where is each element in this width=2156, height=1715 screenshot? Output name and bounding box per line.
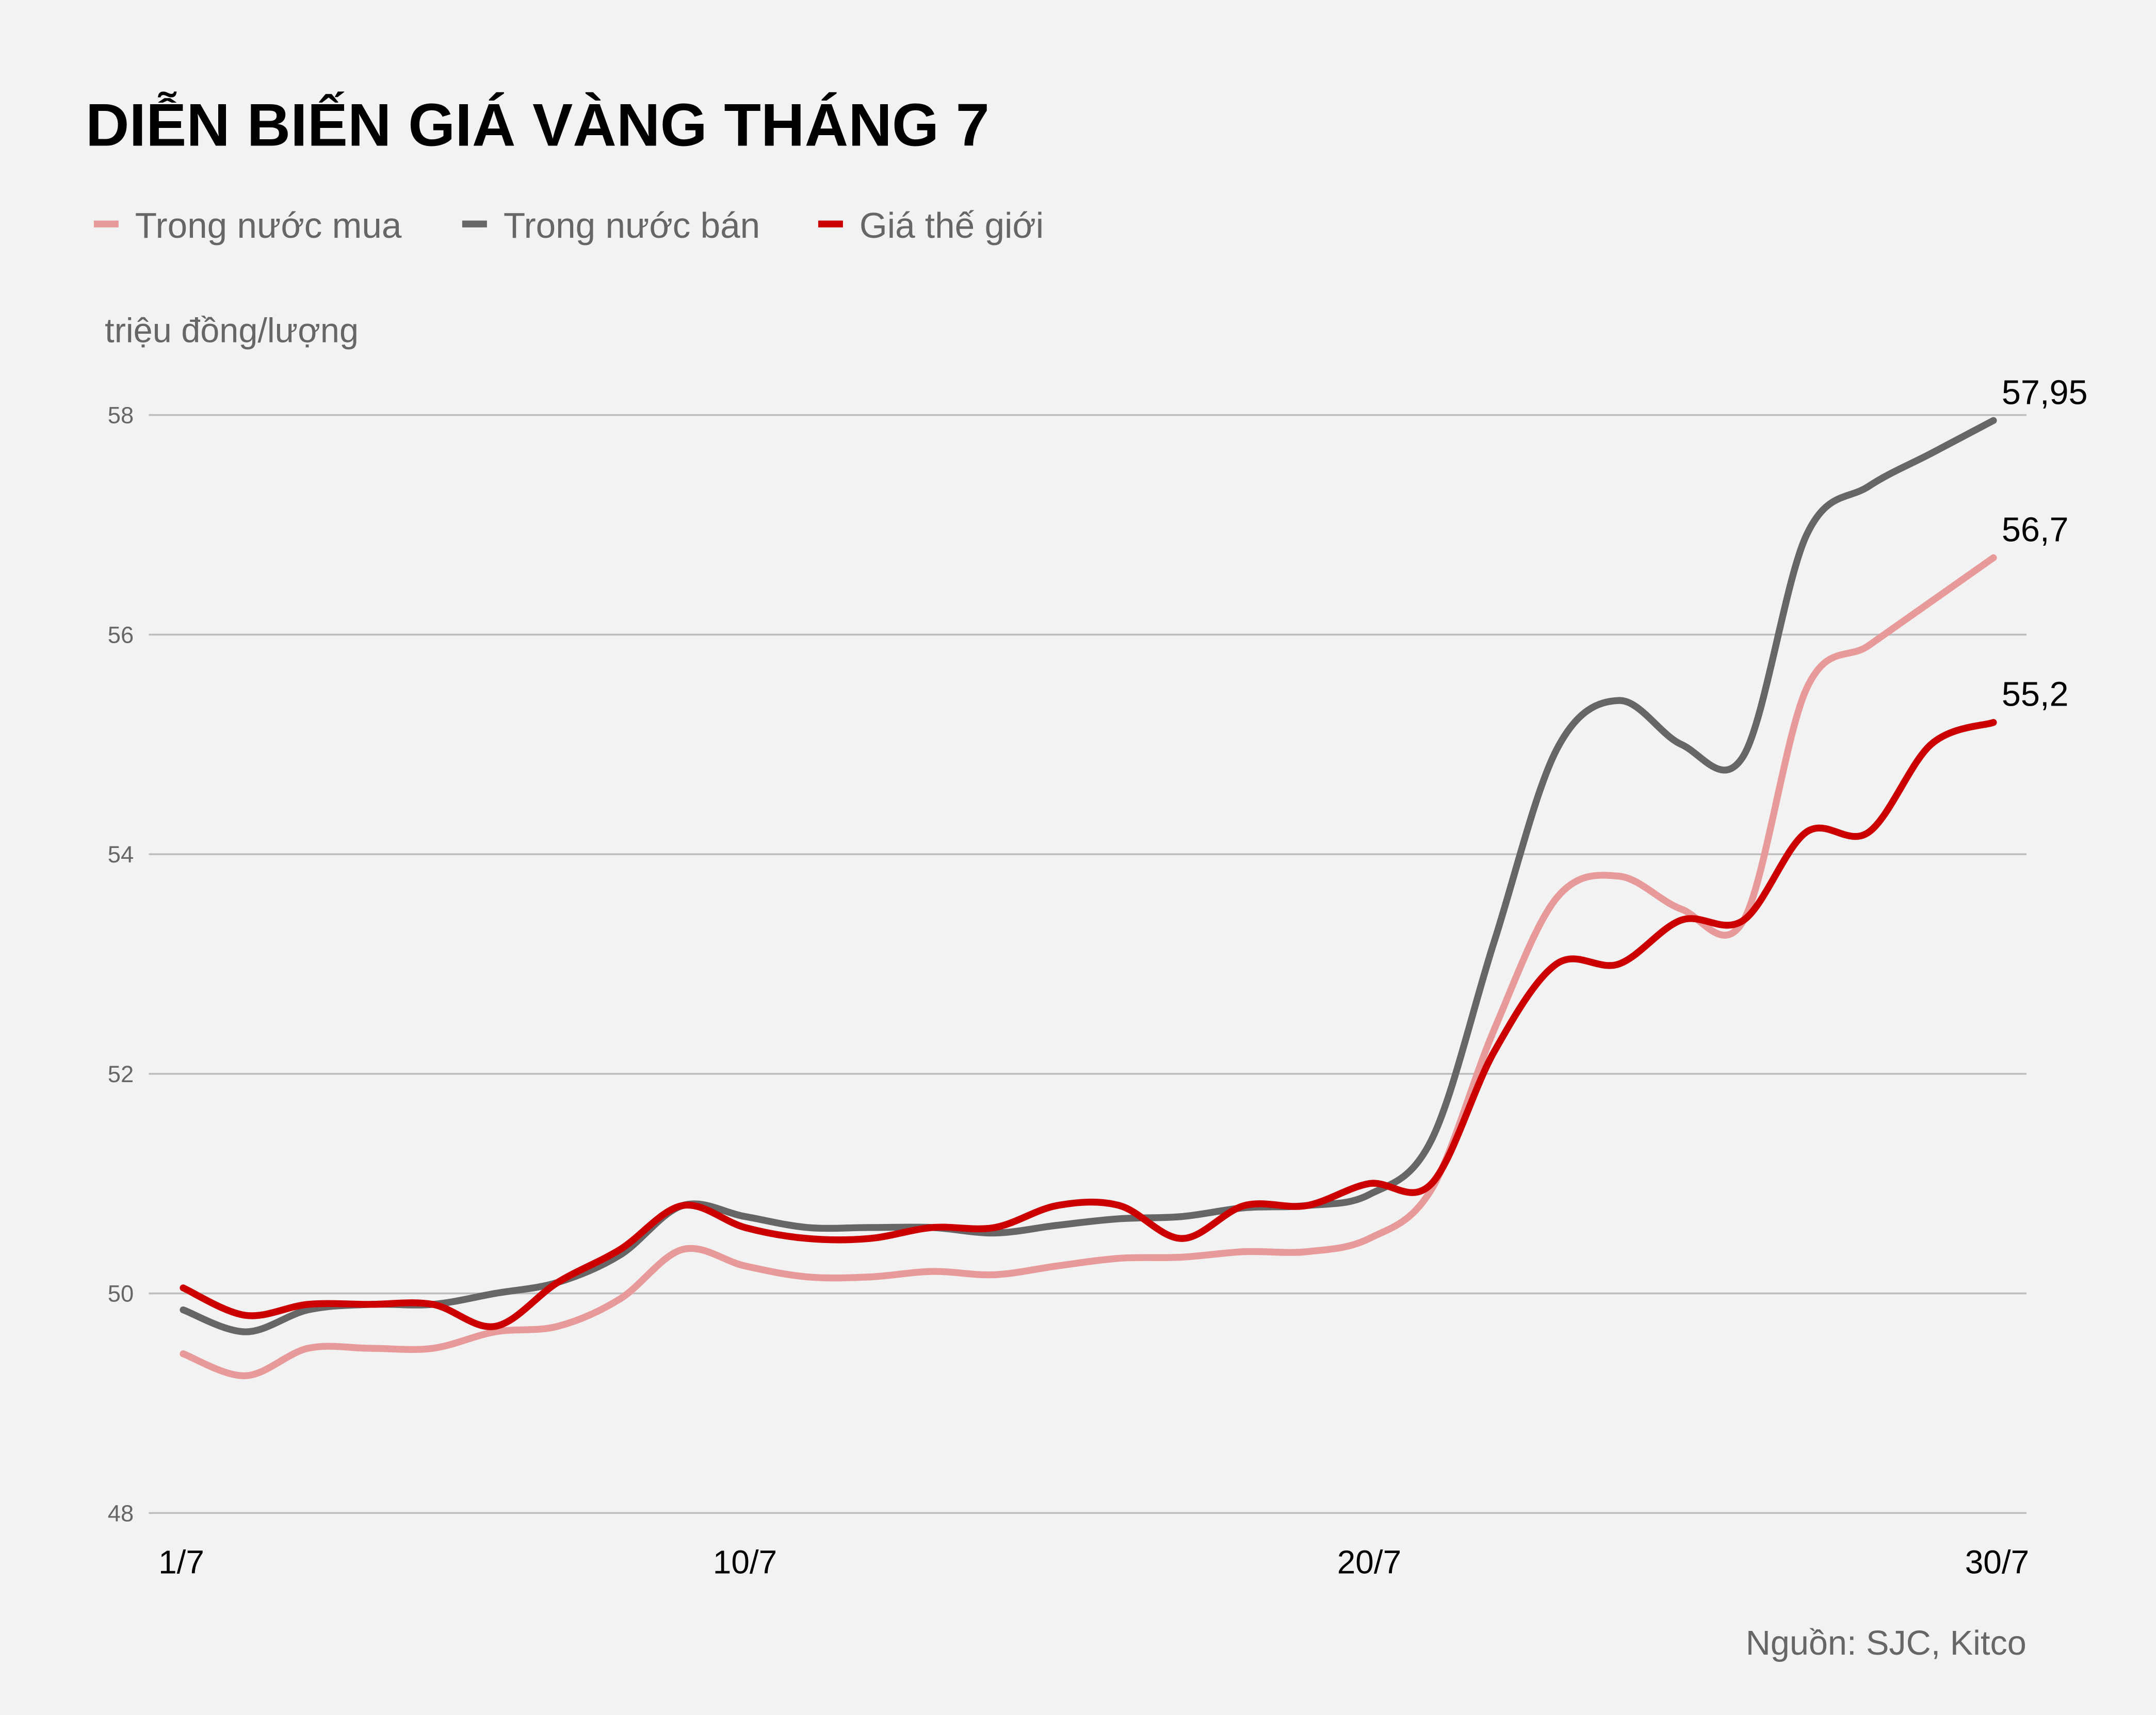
end-labels: 56,7 57,95 55,2: [2002, 373, 2088, 713]
legend-label: Trong nước bán: [504, 205, 760, 246]
chart-title: DIỄN BIẾN GIÁ VÀNG THÁNG 7: [86, 91, 990, 158]
y-tick-label: 50: [108, 1281, 134, 1307]
y-tick-label: 54: [108, 841, 134, 868]
y-axis-unit: triệu đồng/lượng: [105, 312, 359, 350]
x-tick-label: 1/7: [158, 1544, 204, 1581]
x-axis-ticks: 1/7 10/7 20/7 30/7: [158, 1544, 2029, 1581]
y-tick-label: 52: [108, 1061, 134, 1087]
end-value-label: 57,95: [2002, 373, 2088, 412]
series-lines: [180, 417, 1997, 1379]
series-line-3: [180, 718, 1997, 1330]
x-tick-label: 10/7: [713, 1544, 777, 1581]
legend-label: Giá thế giới: [860, 205, 1044, 246]
y-axis-ticks: 48 50 52 54 56 58: [108, 402, 134, 1527]
x-tick-label: 20/7: [1337, 1544, 1401, 1581]
series-line-1: [180, 554, 1997, 1379]
end-value-label: 55,2: [2002, 676, 2069, 714]
end-value-label: 56,7: [2002, 511, 2069, 549]
source-note: Nguồn: SJC, Kitco: [1746, 1624, 2027, 1662]
gridlines: [149, 414, 2027, 1514]
legend: Trong nước mua Trong nước bán Giá thế giới: [93, 205, 1044, 246]
y-tick-label: 56: [108, 622, 134, 648]
legend-label: Trong nước mua: [135, 205, 402, 246]
y-tick-label: 58: [108, 402, 134, 429]
x-tick-label: 30/7: [1965, 1544, 2029, 1581]
y-tick-label: 48: [108, 1500, 134, 1526]
series-line-2: [180, 417, 1997, 1335]
